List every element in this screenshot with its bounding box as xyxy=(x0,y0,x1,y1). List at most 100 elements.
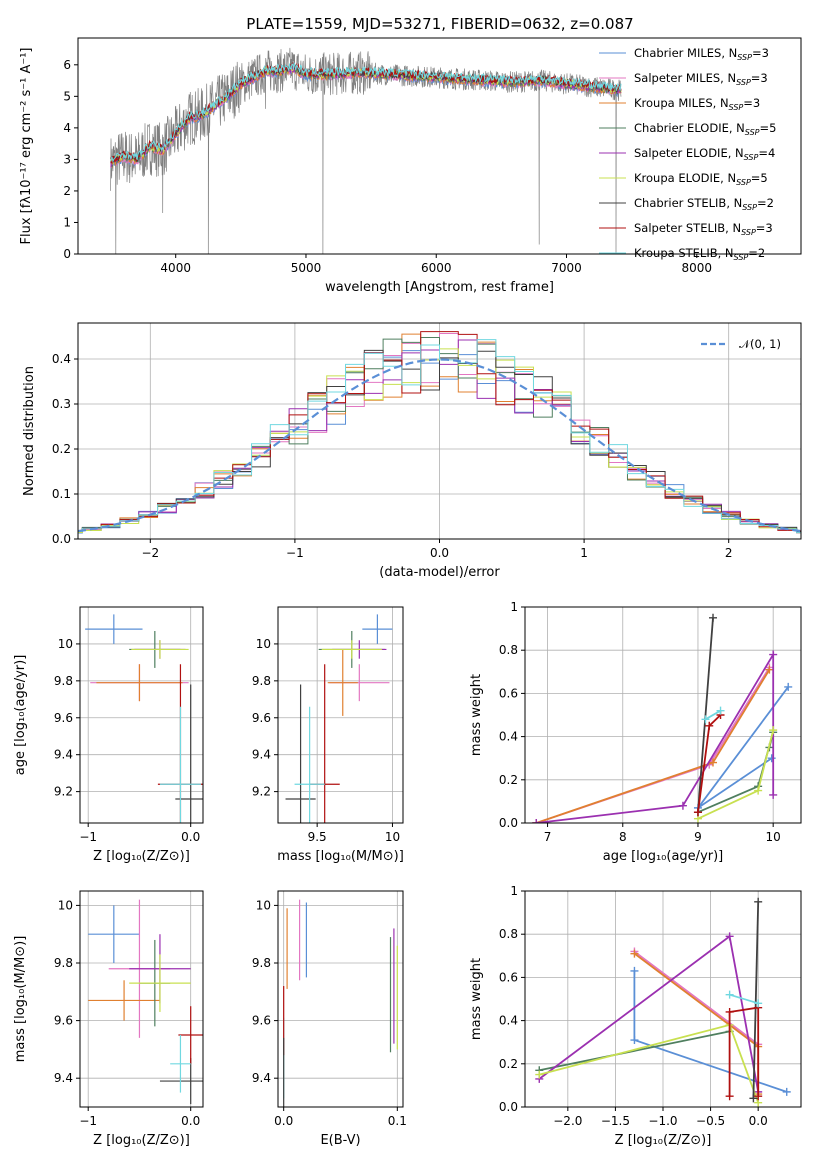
y-tick-label: 9.8 xyxy=(54,674,73,688)
x-axis-label: mass [log₁₀(M/M⊙)] xyxy=(277,849,404,864)
y-axis-label: mass [log₁₀(M/M⊙)] xyxy=(13,936,28,1063)
mass-weight-series xyxy=(535,932,763,1096)
series-marker xyxy=(784,682,793,691)
y-tick-label: 0.6 xyxy=(499,970,518,984)
legend-tail: =3 xyxy=(751,71,768,85)
legend-label: Kroupa MILES, N xyxy=(634,96,729,110)
mass-ebv-frame xyxy=(277,890,404,1108)
y-tick-label: 0.8 xyxy=(499,927,518,941)
spectrum-axes: 4000 5000 6000 7000 8000 0 1 2 3 4 5 6 wavelength [A… xyxy=(19,48,712,296)
y-axis-label: mass weight xyxy=(469,674,484,756)
residuals-legend: 𝒩(0, 1) xyxy=(701,337,781,351)
x-tick-label: 8000 xyxy=(682,261,713,275)
age-z-axes: −1 0.0 9.2 9.4 9.6 9.8 10 Z [log₁₀(Z/Z⊙)] age [l… xyxy=(13,607,203,864)
y-axis-label: age [log₁₀(age/yr)] xyxy=(13,655,28,776)
mass-weight-series xyxy=(693,726,778,823)
errorbar-point xyxy=(170,1035,191,1093)
mass-ebv-axes: 0.0 0.1 9.4 9.6 9.8 10 E(B-V) xyxy=(252,891,407,1148)
legend-entry: Kroupa ELODIE, NSSP=5 xyxy=(634,171,768,187)
mass-weight-series xyxy=(532,663,774,823)
x-tick-label: 4000 xyxy=(160,261,191,275)
x-tick-label: −1 xyxy=(79,1114,97,1128)
mass-z-axes: −1 0.0 9.4 9.6 9.8 10 Z [log₁₀(Z/Z⊙)] mass [log… xyxy=(13,891,203,1148)
y-tick-label: 10 xyxy=(58,637,73,651)
x-tick-label: −1.0 xyxy=(648,1114,677,1128)
errorbar-point xyxy=(159,706,201,823)
series-marker xyxy=(630,966,639,975)
legend-label: Chabrier STELIB, N xyxy=(634,196,742,210)
y-tick-label: 9.8 xyxy=(54,956,73,970)
y-tick-label: 10 xyxy=(256,898,271,912)
series-marker xyxy=(630,1036,639,1045)
mass-weight-series xyxy=(693,711,725,817)
legend-label: 𝒩(0, 1) xyxy=(739,337,781,351)
mass-weight-series xyxy=(630,949,763,1099)
x-axis-label: Z [log₁₀(Z/Z⊙)] xyxy=(93,1133,190,1148)
legend-tail: =5 xyxy=(760,121,777,135)
age-z-plot-area xyxy=(85,614,203,823)
series-marker xyxy=(701,715,710,724)
y-tick-label: 10 xyxy=(58,898,73,912)
y-tick-label: 0.0 xyxy=(499,816,518,830)
x-tick-label: −0.5 xyxy=(696,1114,725,1128)
normal-curve xyxy=(78,358,801,533)
residuals-frame xyxy=(77,322,802,540)
legend-label: Chabrier ELODIE, N xyxy=(634,121,745,135)
legend-subscript: SSP xyxy=(729,103,744,112)
series-line xyxy=(728,1006,760,1097)
series-marker xyxy=(630,949,639,958)
chart-layer: 4000 5000 6000 7000 8000 0 1 2 3 4 5 6 wavelength [A… xyxy=(13,37,802,1148)
errorbar-point xyxy=(285,684,316,823)
errorbar-point xyxy=(129,954,191,1012)
spectrum-plot-area xyxy=(110,47,622,254)
x-tick-label: 0.0 xyxy=(749,1114,768,1128)
histogram-step xyxy=(78,339,801,534)
x-axis-label: age [log₁₀(age/yr)] xyxy=(603,849,724,864)
errorbar-point xyxy=(294,706,325,823)
y-tick-label: 1 xyxy=(63,215,71,229)
series-line xyxy=(697,729,775,820)
series-marker xyxy=(709,758,718,767)
x-tick-label: 0.0 xyxy=(274,1114,293,1128)
x-tick-label: 10 xyxy=(385,830,400,844)
series-marker xyxy=(754,1092,763,1101)
errorbar-point xyxy=(85,614,143,644)
legend-subscript: SSP xyxy=(736,78,751,87)
series-line xyxy=(633,950,759,1046)
age-z-frame xyxy=(79,606,204,824)
series-marker xyxy=(725,932,734,941)
legend-subscript: SSP xyxy=(741,228,756,237)
age-mass-plot-area xyxy=(285,614,393,823)
residuals-axes: −2 −1 0.0 1 2 0.0 0.1 0.2 0.3 0.4 (data-model)/err… xyxy=(22,323,801,580)
errorbar-point xyxy=(96,664,183,702)
legend-entry: Chabrier ELODIE, NSSP=5 xyxy=(634,121,776,137)
y-tick-label: 9.6 xyxy=(252,1014,271,1028)
x-tick-label: 6000 xyxy=(421,261,452,275)
model-spectrum-line xyxy=(110,62,622,163)
series-line xyxy=(752,901,760,1099)
y-tick-label: 9.4 xyxy=(54,1071,73,1085)
y-tick-label: 2 xyxy=(63,184,71,198)
series-marker xyxy=(754,999,763,1008)
series-marker xyxy=(765,665,774,674)
series-marker xyxy=(782,1087,791,1096)
legend-label: Salpeter STELIB, N xyxy=(634,221,741,235)
legend-tail: =4 xyxy=(758,146,775,160)
x-tick-label: 8 xyxy=(619,830,627,844)
legend-subscript: SSP xyxy=(737,53,752,62)
y-tick-label: 3 xyxy=(63,152,71,166)
legend-entry: Kroupa STELIB, NSSP=2 xyxy=(634,246,765,262)
figure-title: PLATE=1559, MJD=53271, FIBERID=0632, z=0… xyxy=(246,15,633,33)
x-axis-label: (data-model)/error xyxy=(379,565,500,580)
y-tick-label: 0.2 xyxy=(499,1057,518,1071)
x-tick-label: 0.1 xyxy=(388,1114,407,1128)
x-axis-label: Z [log₁₀(Z/Z⊙)] xyxy=(93,849,190,864)
mass-weight-series xyxy=(630,966,791,1096)
legend-entry: Salpeter STELIB, NSSP=3 xyxy=(634,221,773,237)
mass-ebv-plot-area xyxy=(283,899,398,1107)
y-tick-label: 0.0 xyxy=(499,1100,518,1114)
y-axis-label: Flux [fλ10⁻¹⁷ erg cm⁻² s⁻¹ A⁻¹] xyxy=(19,48,34,245)
x-axis-label: Z [log₁₀(Z/Z⊙)] xyxy=(615,1133,712,1148)
